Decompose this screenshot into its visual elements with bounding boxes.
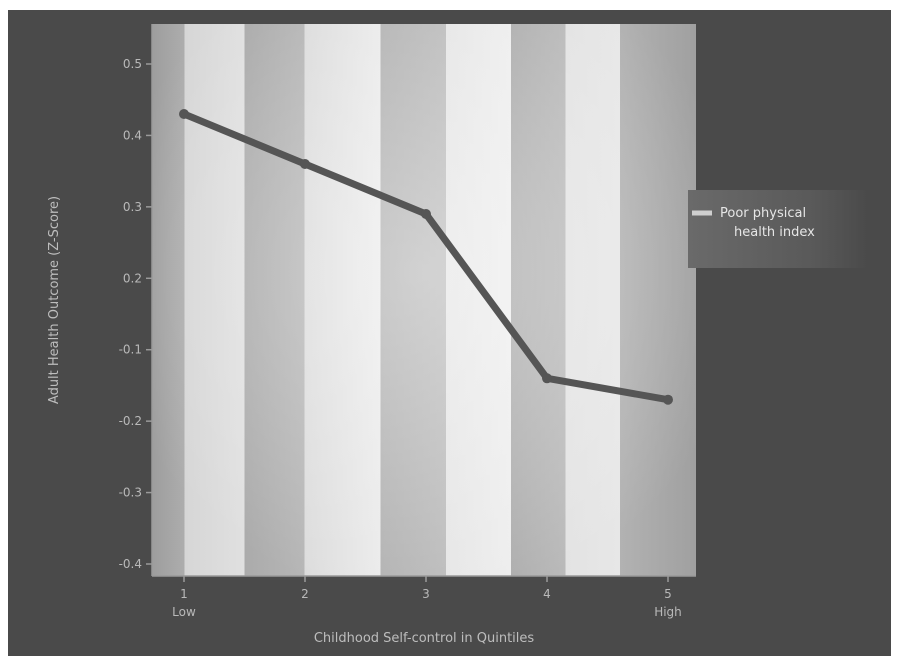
y-tick-label: -0.1 [119, 343, 142, 357]
data-point [542, 373, 552, 384]
y-tick-label: 0.2 [123, 271, 142, 285]
x-tick-sublabel: Low [172, 605, 196, 619]
legend-box [688, 190, 868, 268]
x-axis-ticks: 1 Low 2 3 4 5 High [172, 576, 682, 619]
chart-frame: 0.5 0.4 0.3 0.2 -0.1 -0.2 -0.3 -0.4 1 Low 2 3 4 5 Hig… [8, 10, 891, 656]
y-tick-label: 0.3 [123, 200, 142, 214]
legend-label-line1: Poor physical [720, 206, 806, 221]
legend: Poor physical health index [688, 190, 868, 268]
series-points [179, 109, 673, 405]
data-point [300, 159, 310, 169]
plot-area-highlight [152, 24, 696, 576]
x-tick-label: 1 [180, 587, 188, 601]
y-tick-label: 0.4 [123, 128, 142, 142]
line-chart: 0.5 0.4 0.3 0.2 -0.1 -0.2 -0.3 -0.4 1 Low 2 3 4 5 Hig… [47, 24, 868, 646]
y-axis-label: Adult Health Outcome (Z-Score) [47, 196, 62, 404]
y-tick-label: -0.4 [119, 557, 142, 571]
x-tick-label: 3 [422, 587, 430, 601]
x-tick-sublabel: High [654, 605, 682, 619]
data-point [179, 109, 189, 119]
y-tick-label: -0.3 [119, 486, 142, 500]
data-point [421, 209, 431, 219]
y-tick-label: -0.2 [119, 414, 142, 428]
x-tick-label: 4 [543, 587, 551, 601]
y-tick-label: 0.5 [123, 57, 142, 71]
data-point [663, 394, 673, 405]
x-tick-label: 5 [664, 587, 672, 601]
x-axis-label: Childhood Self-control in Quintiles [314, 631, 535, 646]
y-axis-ticks: 0.5 0.4 0.3 0.2 -0.1 -0.2 -0.3 -0.4 [119, 57, 152, 571]
x-tick-label: 2 [301, 587, 309, 601]
legend-label-line2: health index [734, 225, 815, 240]
